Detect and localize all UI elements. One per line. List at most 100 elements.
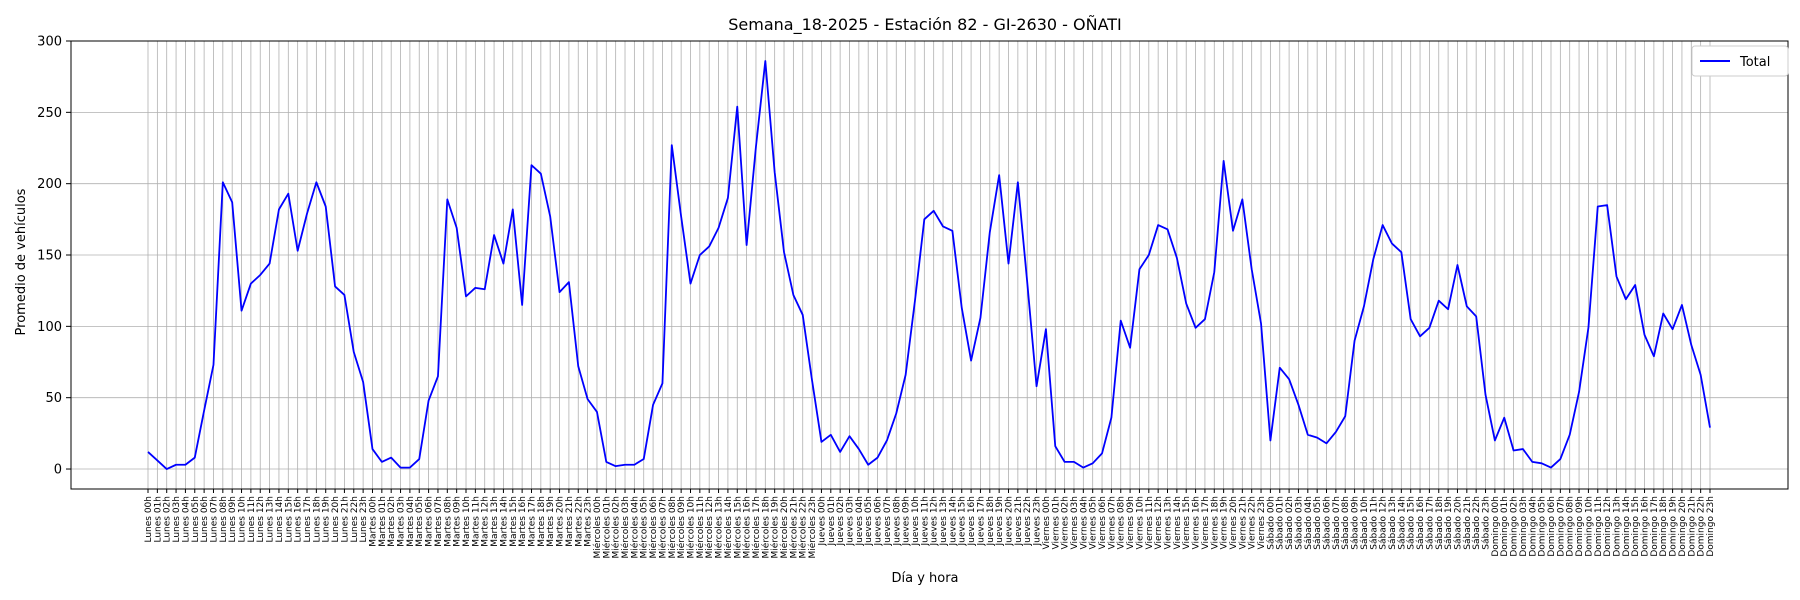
x-tick-label: Sábado 14h: [1397, 496, 1407, 550]
x-tick-label: Jueves 02h: [836, 496, 846, 546]
x-tick-label: Jueves 08h: [892, 496, 902, 546]
x-tick-label: Viernes 02h: [1061, 496, 1071, 550]
x-tick-label: Jueves 13h: [939, 496, 949, 546]
x-tick-label: Sábado 07h: [1332, 496, 1342, 550]
x-tick-label: Domingo 02h: [1510, 496, 1520, 557]
x-tick-label: Martes 14h: [499, 496, 509, 547]
x-tick-label: Domingo 20h: [1678, 496, 1688, 557]
x-tick-label: Miércoles 03h: [620, 496, 631, 559]
x-tick-label: Viernes 15h: [1182, 496, 1192, 550]
x-tick-label: Sábado 00h: [1266, 496, 1276, 550]
x-tick-label: Jueves 01h: [827, 496, 837, 546]
x-tick-label: Sábado 04h: [1304, 496, 1314, 550]
x-tick-label: Sábado 22h: [1472, 496, 1482, 550]
x-tick-label: Martes 00h: [368, 496, 378, 547]
y-axis-ticks: 0 50 100 150 200 250 300: [37, 35, 71, 478]
x-tick-label: Viernes 20h: [1229, 496, 1239, 550]
x-tick-label: Martes 21h: [565, 496, 575, 547]
x-tick-label: Sábado 05h: [1313, 496, 1323, 550]
x-tick-label: Domingo 14h: [1622, 496, 1632, 557]
x-tick-label: Viernes 18h: [1210, 496, 1220, 550]
x-tick-label: Miércoles 04h: [629, 496, 640, 559]
x-tick-label: Jueves 19h: [995, 496, 1005, 546]
x-tick-label: Miércoles 18h: [760, 496, 771, 559]
x-tick-label: Viernes 07h: [1107, 496, 1117, 550]
x-tick-label: Viernes 13h: [1164, 496, 1174, 550]
x-tick-label: Martes 06h: [425, 496, 435, 547]
x-tick-label: Viernes 17h: [1201, 496, 1211, 550]
x-tick-label: Jueves 10h: [911, 496, 921, 546]
x-tick-label: Miércoles 07h: [657, 496, 668, 559]
x-tick-label: Lunes 21h: [340, 496, 350, 543]
x-tick-label: Domingo 06h: [1547, 496, 1557, 557]
x-tick-label: Domingo 12h: [1603, 496, 1613, 557]
x-tick-label: Domingo 18h: [1659, 496, 1669, 557]
x-tick-label: Miércoles 05h: [639, 496, 650, 559]
x-tick-label: Lunes 15h: [284, 496, 294, 543]
x-tick-label: Martes 18h: [537, 496, 547, 547]
x-tick-label: Jueves 03h: [845, 496, 855, 546]
x-tick-label: Miércoles 08h: [667, 496, 678, 559]
x-tick-label: Domingo 10h: [1584, 496, 1594, 557]
chart-title: Semana_18-2025 - Estación 82 - GI-2630 -…: [728, 15, 1122, 35]
x-tick-label: Lunes 19h: [322, 496, 332, 543]
x-tick-label: Viernes 21h: [1238, 496, 1248, 550]
x-tick-label: Sábado 02h: [1285, 496, 1295, 550]
legend-label-total: Total: [1739, 55, 1770, 70]
x-tick-label: Viernes 04h: [1079, 496, 1089, 550]
x-tick-label: Miércoles 17h: [751, 496, 762, 559]
x-tick-label: Martes 12h: [481, 496, 491, 547]
y-tick-label: 200: [37, 177, 62, 192]
x-tick-label: Viernes 12h: [1154, 496, 1164, 550]
legend: Total: [1691, 45, 1789, 77]
x-tick-label: Lunes 10h: [238, 496, 248, 543]
x-tick-label: Miércoles 23h: [807, 496, 818, 559]
x-tick-label: Viernes 03h: [1070, 496, 1080, 550]
x-tick-label: Miércoles 12h: [704, 496, 715, 559]
grid: [71, 40, 1788, 489]
x-tick-label: Jueves 23h: [1033, 496, 1043, 546]
x-tick-label: Jueves 04h: [855, 496, 865, 546]
x-tick-label: Miércoles 09h: [676, 496, 687, 559]
x-tick-label: Viernes 11h: [1145, 496, 1155, 550]
x-tick-label: Sábado 17h: [1425, 496, 1435, 550]
x-tick-label: Lunes 13h: [266, 496, 276, 543]
x-tick-label: Lunes 14h: [275, 496, 285, 543]
x-tick-label: Miércoles 13h: [714, 496, 725, 559]
x-tick-label: Martes 17h: [527, 496, 537, 547]
x-tick-label: Miércoles 21h: [788, 496, 799, 559]
x-tick-label: Domingo 17h: [1650, 496, 1660, 557]
x-tick-label: Martes 16h: [518, 496, 528, 547]
x-tick-label: Sábado 21h: [1463, 496, 1473, 550]
x-tick-label: Viernes 23h: [1257, 496, 1267, 550]
x-tick-label: Domingo 05h: [1538, 496, 1548, 557]
x-tick-label: Viernes 09h: [1126, 496, 1136, 550]
x-tick-label: Lunes 07h: [209, 496, 219, 543]
x-tick-label: Martes 20h: [556, 496, 566, 547]
x-tick-label: Sábado 19h: [1444, 496, 1454, 550]
x-tick-label: Jueves 20h: [1005, 496, 1015, 546]
x-tick-label: Martes 19h: [546, 496, 556, 547]
x-tick-label: Sábado 18h: [1435, 496, 1445, 550]
x-tick-label: Miércoles 01h: [601, 496, 612, 559]
x-tick-label: Jueves 22h: [1023, 496, 1033, 546]
x-tick-label: Jueves 15h: [958, 496, 968, 546]
x-tick-label: Martes 07h: [434, 496, 444, 547]
x-tick-label: Martes 10h: [462, 496, 472, 547]
x-tick-label: Domingo 21h: [1687, 496, 1697, 557]
x-tick-label: Domingo 13h: [1612, 496, 1622, 557]
x-tick-label: Sábado 03h: [1294, 496, 1304, 550]
x-tick-label: Viernes 19h: [1220, 496, 1230, 550]
x-tick-label: Martes 11h: [471, 496, 481, 547]
x-tick-label: Sábado 16h: [1416, 496, 1426, 550]
x-tick-label: Lunes 20h: [331, 496, 341, 543]
x-tick-label: Lunes 18h: [312, 496, 322, 543]
y-tick-label: 100: [37, 320, 62, 335]
x-tick-label: Domingo 11h: [1594, 496, 1604, 557]
x-tick-label: Jueves 17h: [976, 496, 986, 546]
x-tick-label: Sábado 06h: [1323, 496, 1333, 550]
x-tick-label: Sábado 11h: [1369, 496, 1379, 550]
x-tick-label: Domingo 19h: [1669, 496, 1679, 557]
x-tick-label: Miércoles 16h: [742, 496, 753, 559]
